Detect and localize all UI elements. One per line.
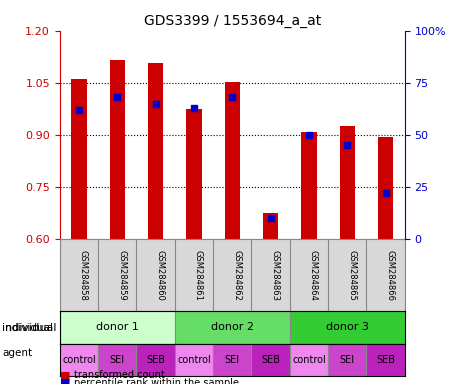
Bar — [377, 137, 392, 239]
Bar — [301, 132, 316, 239]
Text: SEI: SEI — [110, 355, 124, 365]
Bar — [263, 213, 278, 239]
Text: GSM284866: GSM284866 — [385, 250, 394, 301]
Text: transformed count: transformed count — [73, 370, 164, 380]
Text: control: control — [62, 355, 95, 365]
FancyBboxPatch shape — [213, 344, 251, 376]
FancyBboxPatch shape — [251, 344, 289, 376]
Text: control: control — [291, 355, 325, 365]
Text: percentile rank within the sample: percentile rank within the sample — [73, 378, 238, 384]
Text: agent: agent — [2, 348, 32, 358]
Text: control: control — [177, 355, 210, 365]
FancyBboxPatch shape — [174, 311, 289, 344]
Text: donor 3: donor 3 — [325, 322, 368, 332]
Title: GDS3399 / 1553694_a_at: GDS3399 / 1553694_a_at — [143, 14, 320, 28]
Text: SEB: SEB — [375, 355, 394, 365]
Text: donor 2: donor 2 — [210, 322, 253, 332]
Text: GSM284864: GSM284864 — [308, 250, 317, 301]
Bar — [148, 63, 163, 239]
Text: individual: individual — [2, 323, 53, 333]
Text: SEB: SEB — [146, 355, 165, 365]
Text: GSM284859: GSM284859 — [117, 250, 126, 301]
Bar — [224, 82, 240, 239]
Text: SEB: SEB — [261, 355, 280, 365]
FancyBboxPatch shape — [60, 344, 98, 376]
Bar — [109, 60, 125, 239]
Text: GSM284865: GSM284865 — [347, 250, 356, 301]
Text: individual: individual — [2, 323, 56, 333]
Text: GSM284860: GSM284860 — [155, 250, 164, 301]
FancyBboxPatch shape — [136, 344, 174, 376]
Text: GSM284863: GSM284863 — [270, 250, 279, 301]
Text: GSM284858: GSM284858 — [79, 250, 88, 301]
FancyBboxPatch shape — [289, 344, 327, 376]
FancyBboxPatch shape — [174, 344, 213, 376]
Text: donor 1: donor 1 — [95, 322, 139, 332]
Bar — [186, 109, 201, 239]
Bar — [71, 79, 86, 239]
Text: SEI: SEI — [224, 355, 239, 365]
Text: ■: ■ — [60, 370, 70, 380]
FancyBboxPatch shape — [366, 344, 404, 376]
Bar — [339, 126, 354, 239]
Text: GSM284861: GSM284861 — [194, 250, 202, 301]
FancyBboxPatch shape — [289, 311, 404, 344]
FancyBboxPatch shape — [60, 311, 174, 344]
Text: ■: ■ — [60, 378, 70, 384]
Text: GSM284862: GSM284862 — [232, 250, 241, 301]
FancyBboxPatch shape — [98, 344, 136, 376]
FancyBboxPatch shape — [327, 344, 366, 376]
Text: SEI: SEI — [339, 355, 354, 365]
